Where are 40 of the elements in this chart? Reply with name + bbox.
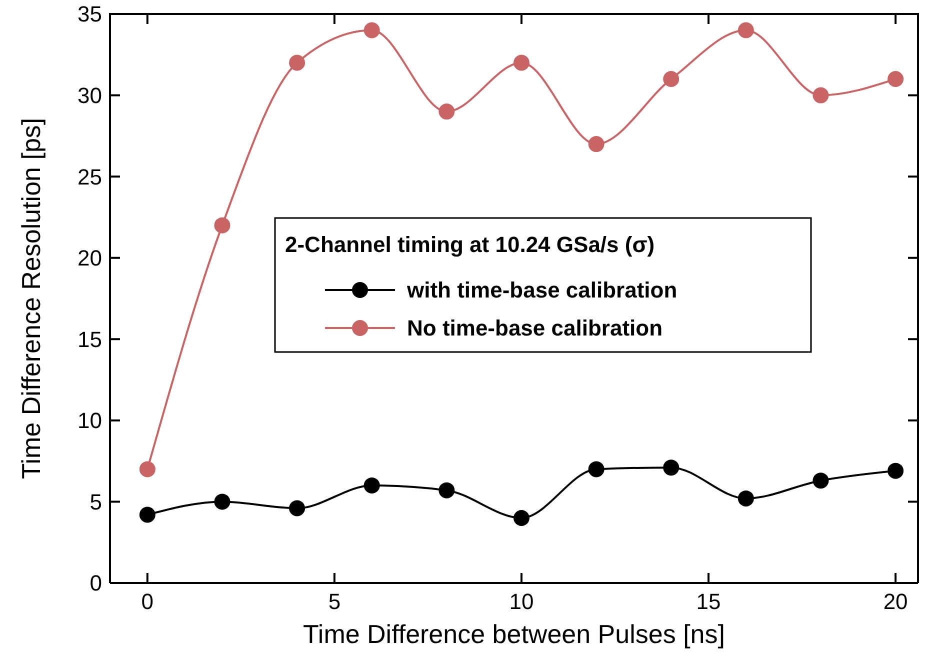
point	[364, 22, 380, 38]
legend-title: 2-Channel timing at 10.24 GSa/s (σ)	[285, 232, 655, 257]
point	[812, 87, 829, 104]
y-tick-label: 0	[90, 570, 102, 596]
y-axis-title: Time Difference Resolution [ps]	[16, 118, 46, 480]
point	[438, 104, 455, 120]
x-tick-label: 15	[696, 589, 721, 614]
point	[364, 477, 380, 494]
point	[513, 510, 530, 526]
y-tick-label: 5	[90, 489, 102, 514]
point	[438, 482, 455, 498]
point	[588, 136, 604, 152]
x-tick-label: 5	[328, 589, 341, 614]
point	[812, 472, 829, 489]
legend-label: No time-base calibration	[407, 316, 663, 341]
point	[888, 71, 904, 88]
point	[513, 54, 530, 71]
point	[139, 506, 156, 523]
y-tick-label: 10	[78, 408, 102, 434]
x-axis-title: Time Difference between Pulses [ns]	[303, 619, 725, 649]
point	[214, 217, 230, 234]
point	[738, 22, 754, 38]
point	[663, 460, 680, 476]
y-tick-label: 20	[78, 246, 102, 271]
x-tick-label: 10	[509, 589, 534, 614]
y-tick-label: 35	[78, 2, 102, 27]
point	[289, 54, 306, 71]
point	[289, 500, 306, 516]
y-tick-label: 15	[78, 326, 102, 352]
y-tick-label: 30	[78, 82, 102, 108]
point	[738, 490, 754, 506]
x-tick-label: 20	[883, 589, 908, 614]
point	[139, 461, 156, 478]
point	[888, 462, 904, 479]
legend-label: with time-base calibration	[406, 278, 678, 303]
point	[663, 71, 680, 88]
point	[214, 494, 230, 510]
y-tick-label: 25	[78, 164, 102, 190]
x-tick-label: 0	[141, 589, 154, 614]
point	[588, 461, 604, 478]
